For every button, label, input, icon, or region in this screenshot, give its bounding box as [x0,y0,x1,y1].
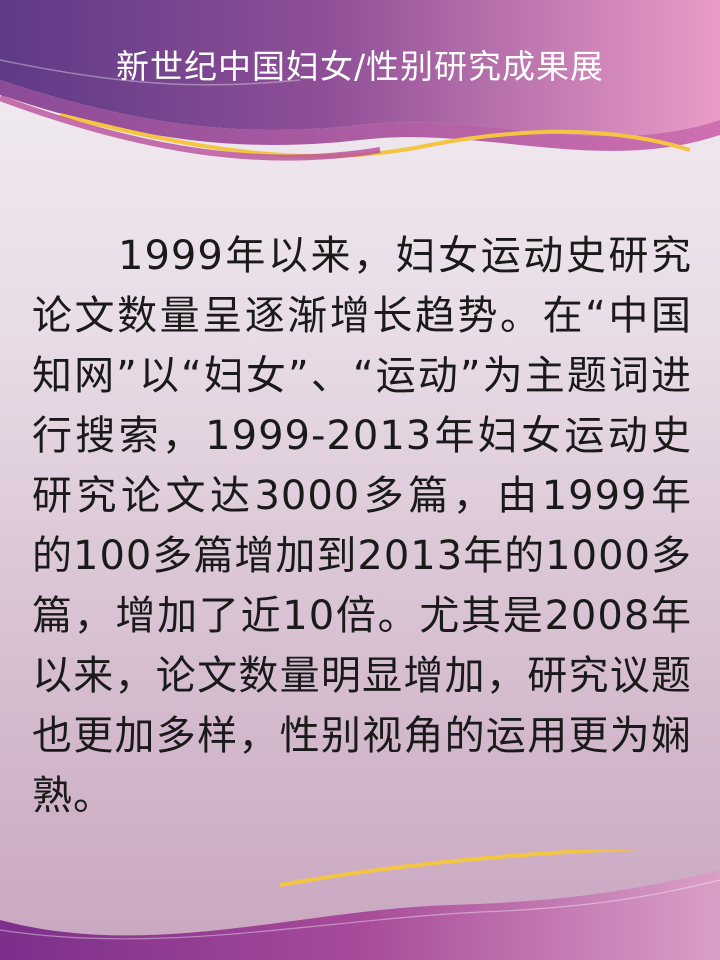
slide-body: 1999年以来，妇女运动史研究论文数量呈逐渐增长趋势。在“中国知网”以“妇女”、… [32,226,692,826]
body-paragraph: 1999年以来，妇女运动史研究论文数量呈逐渐增长趋势。在“中国知网”以“妇女”、… [32,233,692,819]
footer-decoration [0,850,720,960]
header-decoration [0,0,720,161]
footer-wave [0,850,720,960]
header-banner: 新世纪中国妇女/性别研究成果展 [0,0,720,200]
slide-title: 新世纪中国妇女/性别研究成果展 [115,47,605,86]
